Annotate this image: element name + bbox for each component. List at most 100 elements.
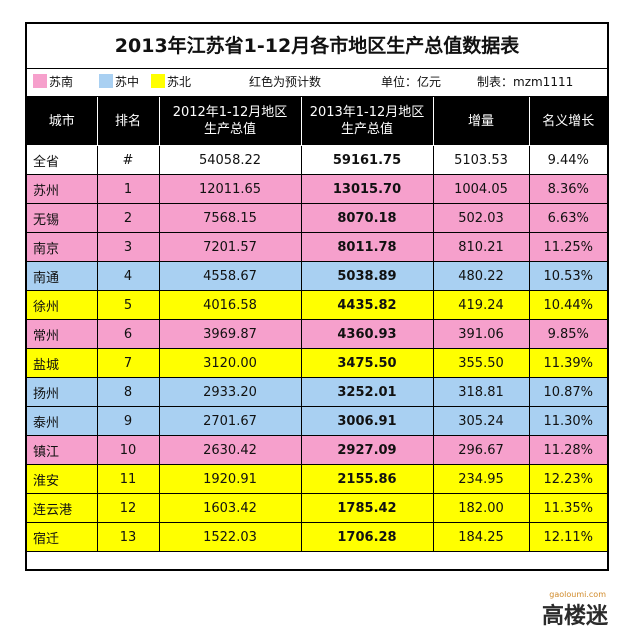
table-row: 常州 6 3969.87 4360.93 391.06 9.85%: [27, 319, 607, 349]
cell-increase: 502.03: [432, 203, 530, 233]
header-increase: 增量: [432, 97, 530, 146]
table-row: 镇江 10 2630.42 2927.09 296.67 11.28%: [27, 435, 607, 465]
table-row: 南通 4 4558.67 5038.89 480.22 10.53%: [27, 261, 607, 291]
cell-gdp2012: 4558.67: [158, 261, 302, 291]
cell-gdp2013: 1706.28: [300, 522, 434, 552]
cell-rank: 3: [96, 232, 160, 262]
page-title: 2013年江苏省1-12月各市地区生产总值数据表: [27, 24, 607, 69]
cell-gdp2012: 54058.22: [158, 145, 302, 175]
legend-south-label: 苏南: [49, 75, 74, 89]
table-row: 全省 #54058.22 59161.75 5103.53 9.44%: [27, 145, 607, 175]
cell-gdp2012: 4016.58: [158, 290, 302, 320]
cell-gdp2012: 2630.42: [158, 435, 302, 465]
cell-increase: 1004.05: [432, 174, 530, 204]
cell-gdp2013: 3475.50: [300, 348, 434, 378]
cell-rank: 1: [96, 174, 160, 204]
cell-city: 无锡: [27, 203, 98, 233]
table-row: 泰州 9 2701.67 3006.91 305.24 11.30%: [27, 406, 607, 436]
legend-middle-label: 苏中: [115, 75, 140, 89]
legend-maker: 制表：mzm1111: [477, 75, 574, 89]
cell-rank: 12: [96, 493, 160, 523]
cell-gdp2012: 2701.67: [158, 406, 302, 436]
cell-rank: 2: [96, 203, 160, 233]
table-row: 徐州 5 4016.58 4435.82 419.24 10.44%: [27, 290, 607, 320]
cell-rank: 6: [96, 319, 160, 349]
cell-gdp2013: 4360.93: [300, 319, 434, 349]
cell-increase: 480.22: [432, 261, 530, 291]
table-header-row: 城市 排名 2012年1-12月地区 生产总值 2013年1-12月地区 生产总值 …: [27, 97, 607, 146]
cell-increase: 318.81: [432, 377, 530, 407]
cell-rank: 11: [96, 464, 160, 494]
cell-gdp2012: 1920.91: [158, 464, 302, 494]
cell-city: 徐州: [27, 290, 98, 320]
cell-gdp2013: 2927.09: [300, 435, 434, 465]
cell-growth: 11.35%: [528, 493, 607, 523]
cell-increase: 182.00: [432, 493, 530, 523]
cell-increase: 305.24: [432, 406, 530, 436]
cell-city: 南通: [27, 261, 98, 291]
header-growth: 名义增长: [528, 97, 607, 146]
cell-city: 常州: [27, 319, 98, 349]
table-row: 宿迁 13 1522.03 1706.28 184.25 12.11%: [27, 522, 607, 552]
cell-growth: 10.44%: [528, 290, 607, 320]
cell-growth: 9.44%: [528, 145, 607, 175]
cell-growth: 11.39%: [528, 348, 607, 378]
header-gdp2013: 2013年1-12月地区 生产总值: [300, 97, 434, 146]
cell-gdp2013: 3006.91: [300, 406, 434, 436]
cell-gdp2013: 1785.42: [300, 493, 434, 523]
cell-growth: 11.28%: [528, 435, 607, 465]
cell-city: 全省: [27, 145, 98, 175]
cell-gdp2012: 2933.20: [158, 377, 302, 407]
cell-gdp2013: 59161.75: [300, 145, 434, 175]
table-row: 连云港 12 1603.42 1785.42 182.00 11.35%: [27, 493, 607, 523]
cell-increase: 5103.53: [432, 145, 530, 175]
cell-city: 宿迁: [27, 522, 98, 552]
yellow-swatch-icon: [151, 74, 165, 88]
cell-rank: #: [96, 145, 160, 175]
cell-gdp2013: 5038.89: [300, 261, 434, 291]
legend-bar: 苏南 苏中 苏北 红色为预计数 单位：亿元 制表：mzm1111: [27, 69, 607, 97]
cell-gdp2013: 8011.78: [300, 232, 434, 262]
cell-growth: 11.25%: [528, 232, 607, 262]
table-row: 苏州 1 12011.65 13015.70 1004.05 8.36%: [27, 174, 607, 204]
gdp-table: 城市 排名 2012年1-12月地区 生产总值 2013年1-12月地区 生产总值 …: [27, 97, 607, 552]
header-gdp2013-line2: 生产总值: [340, 122, 393, 137]
table-row: 无锡 2 7568.15 8070.18 502.03 6.63%: [27, 203, 607, 233]
table-row: 盐城 7 3120.00 3475.50 355.50 11.39%: [27, 348, 607, 378]
header-gdp2012-line1: 2012年1-12月地区: [172, 105, 288, 120]
header-gdp2012: 2012年1-12月地区 生产总值: [158, 97, 302, 146]
cell-gdp2012: 3969.87: [158, 319, 302, 349]
cell-increase: 810.21: [432, 232, 530, 262]
table-row: 淮安 11 1920.91 2155.86 234.95 12.23%: [27, 464, 607, 494]
pink-swatch-icon: [33, 74, 47, 88]
watermark-logo-text: 高楼迷: [541, 604, 608, 629]
cell-rank: 9: [96, 406, 160, 436]
cell-rank: 10: [96, 435, 160, 465]
cell-city: 镇江: [27, 435, 98, 465]
cell-city: 扬州: [27, 377, 98, 407]
cell-gdp2012: 12011.65: [158, 174, 302, 204]
legend-middle: 苏中: [99, 69, 139, 96]
legend-unit: 单位：亿元: [381, 75, 442, 89]
cell-growth: 11.30%: [528, 406, 607, 436]
cell-growth: 8.36%: [528, 174, 607, 204]
cell-growth: 12.11%: [528, 522, 607, 552]
cell-rank: 13: [96, 522, 160, 552]
header-gdp2013-line1: 2013年1-12月地区: [309, 105, 425, 120]
cell-gdp2013: 8070.18: [300, 203, 434, 233]
legend-north: 苏北: [151, 69, 191, 96]
cell-growth: 10.53%: [528, 261, 607, 291]
cell-gdp2012: 3120.00: [158, 348, 302, 378]
cell-increase: 296.67: [432, 435, 530, 465]
cell-increase: 234.95: [432, 464, 530, 494]
cell-gdp2013: 3252.01: [300, 377, 434, 407]
header-rank: 排名: [96, 97, 160, 146]
cell-gdp2013: 4435.82: [300, 290, 434, 320]
legend-south: 苏南: [33, 69, 73, 96]
cell-growth: 12.23%: [528, 464, 607, 494]
cell-gdp2012: 1522.03: [158, 522, 302, 552]
cell-increase: 355.50: [432, 348, 530, 378]
watermark-logo: gaoloumi.com 高楼迷: [541, 590, 608, 630]
cell-rank: 5: [96, 290, 160, 320]
cell-city: 苏州: [27, 174, 98, 204]
